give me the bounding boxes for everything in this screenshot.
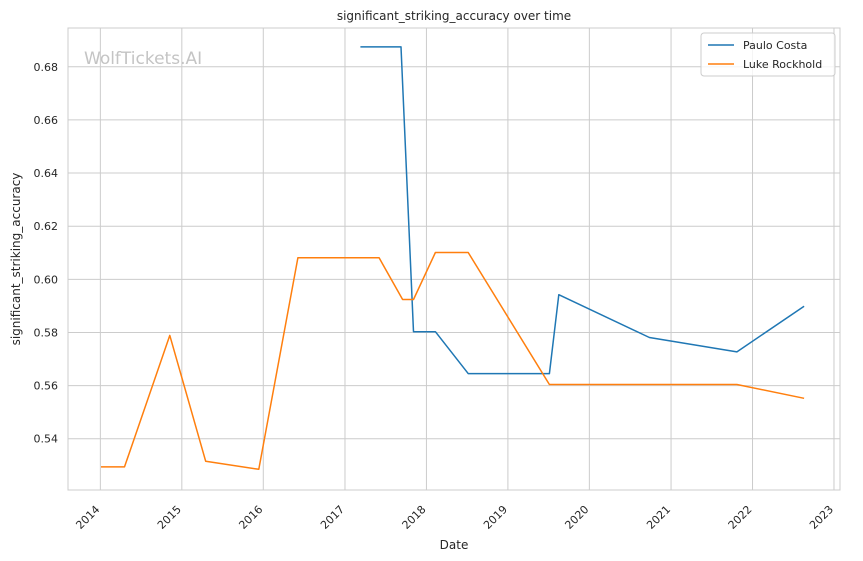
legend-label: Paulo Costa	[743, 39, 807, 52]
x-axis-label: Date	[440, 538, 469, 552]
x-tick-label: 2018	[400, 503, 429, 532]
x-tick-label: 2015	[155, 503, 184, 532]
legend-label: Luke Rockhold	[743, 58, 822, 71]
x-tick-label: 2022	[726, 503, 755, 532]
x-tick-label: 2023	[807, 503, 836, 532]
series-layer	[101, 46, 805, 471]
y-tick-label: 0.64	[34, 167, 59, 180]
legend: Paulo Costa Luke Rockhold	[700, 32, 836, 77]
series-line-1	[101, 251, 805, 471]
y-tick-label: 0.54	[34, 433, 59, 446]
legend-box	[700, 32, 836, 77]
x-tick-label: 2016	[236, 503, 265, 532]
chart-title: significant_striking_accuracy over time	[337, 9, 571, 23]
x-tick-label: 2020	[562, 503, 591, 532]
plot-area	[67, 27, 841, 491]
y-axis-label: significant_striking_accuracy	[9, 173, 23, 346]
y-tick-label: 0.68	[34, 61, 59, 74]
y-tick-label: 0.56	[34, 380, 59, 393]
series-line-0	[360, 46, 805, 375]
watermark: WolfTickets.AI	[84, 49, 202, 69]
y-tick-label: 0.66	[34, 114, 59, 127]
x-tick-label: 2014	[73, 503, 102, 532]
x-gridlines	[99, 28, 835, 490]
y-gridlines	[68, 66, 840, 440]
x-tick-labels: 2014 2015 2016 2017 2018 2019 2020 2021 2022 2023	[73, 503, 836, 532]
x-tick-label: 2019	[481, 503, 510, 532]
x-tick-label: 2017	[318, 503, 347, 532]
y-tick-labels: 0.54 0.56 0.58 0.60 0.62 0.64 0.66 0.68	[34, 61, 59, 446]
y-tick-label: 0.62	[34, 220, 59, 233]
y-tick-label: 0.60	[34, 273, 59, 286]
y-tick-label: 0.58	[34, 326, 59, 339]
x-tick-label: 2021	[644, 503, 673, 532]
